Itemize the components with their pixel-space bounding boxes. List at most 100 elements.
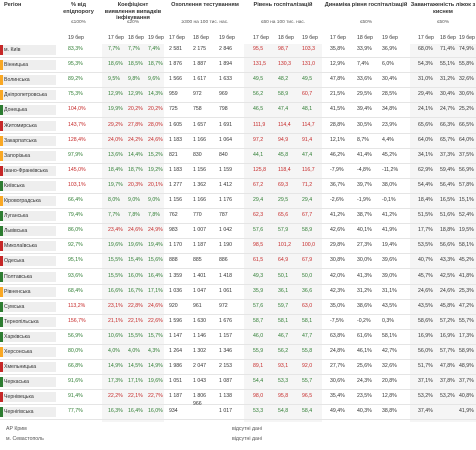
cover-value: 1 138 [219,393,232,400]
hosp-value: 131,5 [253,61,266,68]
region-cell[interactable]: Одеська [0,256,56,267]
beds-value: 37,3% [440,151,455,158]
region-cell[interactable]: Житомирська [0,120,56,131]
dyn-value: 33,6% [357,76,372,83]
region-name: Кіровоградська [4,198,41,204]
region-cell[interactable]: Сумська [0,301,56,312]
cover-value: 1 064 [219,136,232,143]
dyn-value: 36,9% [382,46,397,52]
region-cell[interactable]: Чернівецька [0,392,56,403]
coef-value: 16,4% [148,272,163,279]
dyn-value: 46,2% [330,151,345,158]
beds-value: 32,6% [459,76,474,83]
dyn-value: 30,8% [330,257,345,264]
region-status-bar [0,362,3,373]
hosp-value: 46,7 [278,332,289,339]
region-cell[interactable]: Хмельницька [0,362,56,373]
region-cell[interactable]: Харківська [0,331,56,342]
region-cell[interactable]: Кіровоградська [0,196,56,206]
pct-value: 79,4% [68,212,83,219]
coef-value: 16,3% [108,408,123,415]
cover-value: 1 887 [193,61,206,68]
cover-value: 1 183 [169,136,182,143]
region-cell[interactable]: Дніпропетровська [0,90,56,101]
region-cell[interactable]: Волинська [0,75,56,86]
coef-value: 22,8% [128,302,143,309]
cover-value: 1 894 [219,61,232,68]
region-status-bar [0,316,3,327]
cover-value: 959 [169,91,178,98]
hosp-value: 96,5 [302,393,313,400]
coef-value: 22,6% [148,317,163,324]
cover-value: 830 [193,151,202,158]
region-cell[interactable]: Тернопільська [0,316,56,327]
coef-value: 24,2% [128,136,143,143]
cover-value: 798 [219,106,228,113]
dyn-value: -0,1% [382,197,396,203]
coef-value: 19,9% [108,106,123,113]
region-status-bar [0,226,3,237]
row-divider [0,253,476,255]
hosp-value: 101,2 [278,242,291,249]
pct-value: 68,4% [68,287,83,294]
region-cell[interactable]: м. Київ [0,45,56,55]
bottom-note: відсутні дані [232,425,262,432]
region-cell[interactable]: Запорізька [0,150,56,161]
cover-value: 1 043 [193,378,206,385]
region-cell[interactable]: Полтавська [0,271,56,282]
coef-value: 9,0% [148,197,160,203]
region-cell[interactable]: Вінницька [0,60,56,71]
dyn-value: -2,6% [330,197,344,203]
beds-value: 56,4% [440,181,455,188]
region-cell[interactable]: Донецька [0,105,56,116]
cover-value: 920 [169,302,178,309]
region-cell[interactable]: Львівська [0,226,56,237]
dyn-value: 42,7% [382,348,397,354]
dyn-value: 41,9% [382,227,397,234]
pct-value: 145,0% [68,166,86,173]
beds-value: 62,9% [418,166,433,173]
coef-value: 15,4% [128,257,143,264]
region-cell[interactable]: Черкаська [0,377,56,388]
hosp-value: 64,9 [278,257,289,264]
cover-value: 1 190 [219,242,232,249]
sub-coef: ≤20% [126,20,140,25]
hosp-value: 118,4 [278,166,291,173]
hosp-value: 46,0 [253,332,264,339]
cover-value: 1 617 [193,76,206,83]
region-name: Миколаївська [4,243,37,250]
coef-value: 7,7% [128,46,140,52]
coef-value: 15,7% [148,332,163,339]
coef-value: 20,2% [148,106,163,113]
beds-value: 52,4% [459,212,474,219]
coef-value: 4,0% [108,348,120,354]
beds-value: 58,6% [418,317,433,324]
cover-value: 840 [219,151,228,158]
sub-dyn: ≤50% [359,20,373,25]
region-cell[interactable]: Чернігівська [0,407,56,418]
region-cell[interactable]: Івано-Франківська [0,165,56,176]
hosp-value: 93,1 [278,363,289,370]
beds-value: 66,5% [459,121,474,128]
beds-value: 16,5% [440,197,455,203]
region-cell[interactable]: Луганська [0,211,56,222]
region-cell[interactable]: Закарпатська [0,135,56,146]
pct-value: 89,2% [68,76,83,83]
beds-value: 24,7% [440,106,455,113]
region-cell[interactable]: Миколаївська [0,241,56,252]
beds-value: 17,3% [459,332,474,339]
hosp-value: 98,0 [253,393,264,400]
coef-value: 16,6% [108,287,123,294]
region-cell[interactable]: Київська [0,180,56,191]
hosp-value: 36,1 [278,287,289,294]
cover-value: 1 159 [219,166,232,173]
beds-value: 68,0% [418,46,433,52]
hosp-value: 57,6 [253,302,264,309]
dyn-value: 4,4% [382,136,394,143]
region-cell[interactable]: Рівненська [0,286,56,297]
beds-value: 17,7% [418,227,433,234]
cover-value: 961 [193,302,202,309]
beds-value: 41,8% [459,272,474,279]
row-divider [0,87,476,89]
region-cell[interactable]: Херсонська [0,347,56,357]
